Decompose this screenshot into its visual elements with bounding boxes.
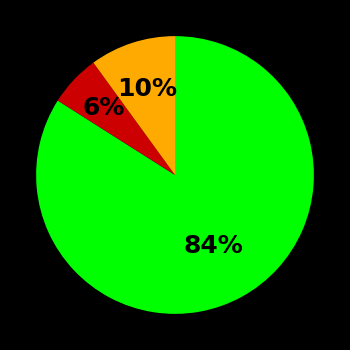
Wedge shape bbox=[58, 63, 175, 175]
Text: 10%: 10% bbox=[117, 77, 177, 101]
Wedge shape bbox=[36, 36, 314, 314]
Text: 84%: 84% bbox=[184, 233, 244, 258]
Text: 6%: 6% bbox=[83, 97, 125, 120]
Wedge shape bbox=[93, 36, 175, 175]
